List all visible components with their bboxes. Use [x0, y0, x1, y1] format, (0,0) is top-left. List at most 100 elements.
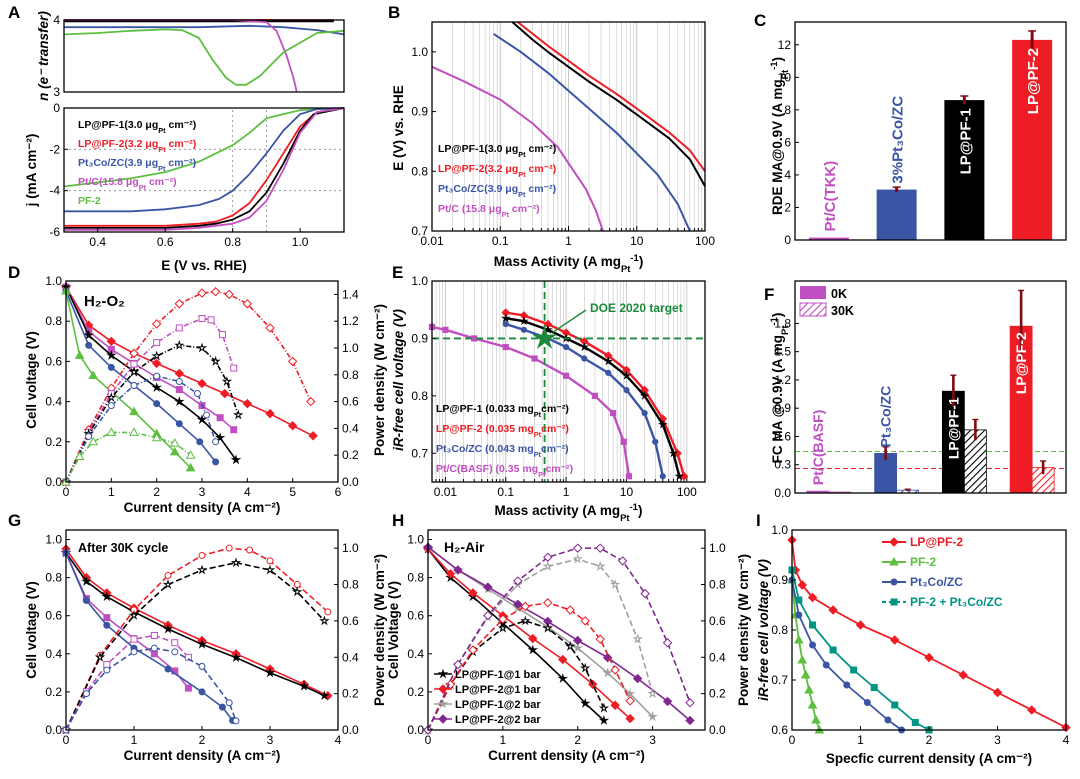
y-tick-label: 1.2	[342, 314, 359, 328]
text-part: Pt₃Co/ZC (0.043 mg	[436, 443, 534, 455]
y-tick-label: 1.8	[774, 316, 791, 330]
y-tick-label: 1.5	[774, 345, 791, 359]
data-point	[174, 368, 185, 379]
y-tick-label: 1.4	[342, 287, 359, 301]
y-tick-label: 0.8	[411, 164, 428, 178]
y-tick-label: 0.6	[342, 614, 359, 628]
data-point	[598, 702, 610, 713]
y-tick-label: 0	[53, 101, 60, 115]
text-part: cm⁻²)	[541, 403, 569, 415]
data-point	[162, 579, 174, 590]
data-point	[175, 378, 183, 385]
data-point	[164, 571, 172, 579]
x-tick-label: 2	[199, 733, 206, 747]
text-part: Pt	[158, 126, 166, 135]
data-point	[221, 376, 233, 386]
legend-swatch	[799, 302, 827, 317]
category-label: LP@PF-1	[945, 397, 961, 459]
data-point	[793, 634, 804, 644]
data-point	[850, 666, 858, 674]
data-point	[609, 409, 617, 417]
series-line	[65, 647, 237, 731]
data-point	[306, 396, 316, 407]
y-tick-label: 0.4	[342, 650, 359, 664]
data-point	[647, 711, 658, 722]
data-point	[891, 701, 899, 709]
data-point	[164, 665, 172, 673]
y-tick-label: 0.8	[411, 389, 428, 403]
data-point	[958, 670, 968, 680]
data-point	[219, 388, 230, 399]
data-point	[103, 621, 111, 629]
text-part: Pt	[518, 150, 526, 159]
text-part: -1	[769, 61, 780, 69]
data-point	[531, 355, 538, 362]
y-tick-label: 0.2	[407, 685, 424, 699]
text-part: cm⁻²)	[541, 423, 569, 435]
data-point	[130, 382, 138, 390]
data-point	[175, 324, 183, 332]
plot-frame	[63, 19, 345, 93]
data-point	[580, 616, 590, 626]
data-point	[573, 635, 583, 646]
y-tick-label: 1.2	[774, 373, 791, 387]
text-part: FC MA @0.9V (A mg	[770, 335, 785, 463]
y-tick-label: 0.8	[45, 314, 62, 328]
data-point	[171, 648, 179, 656]
data-point	[308, 431, 318, 441]
data-point	[287, 421, 298, 431]
data-point	[150, 644, 158, 652]
data-point	[639, 390, 650, 400]
data-point	[106, 427, 117, 436]
panel-b: B 0.01 0.1 1 10 100 0.7 0.8 0.9 1.0 Mass Activity …	[388, 3, 715, 275]
y-tick-label: -4	[49, 184, 60, 198]
data-point	[106, 336, 117, 347]
data-point	[88, 370, 99, 379]
data-point	[795, 596, 803, 604]
y-tick-label: 0.0	[407, 723, 424, 737]
data-point	[809, 621, 817, 629]
x-tick-label: 10	[630, 234, 644, 248]
panel-a: A 3 4 -6 -4 -2 0 0.4 0.6 0.8 1.0 E (V vs. RHE) n (e⁻…	[8, 3, 345, 273]
data-point	[668, 448, 679, 458]
text-part: Pt/C (15.8 μg	[438, 203, 502, 215]
data-point	[804, 684, 814, 694]
data-point	[829, 646, 837, 654]
legend-item: LP@PF-1@2 bar	[455, 699, 541, 711]
data-point	[889, 556, 899, 566]
data-point	[129, 406, 139, 416]
x-axis-title: Current density (A cm⁻²)	[488, 748, 645, 763]
data-point	[184, 684, 192, 692]
data-point	[565, 640, 576, 651]
y-tick-label: 0.2	[342, 687, 359, 701]
text-part: Cell Voltage (V)	[386, 581, 401, 679]
data-point	[828, 605, 838, 615]
text-part: Pt	[518, 190, 526, 199]
text-part: Pt/C(BASF) (0.35 mg	[436, 463, 538, 475]
data-point	[542, 560, 554, 571]
text-part: cm⁻²)	[166, 119, 197, 131]
data-point	[573, 543, 583, 553]
series-line	[791, 579, 903, 731]
text-part: cm⁻²)	[545, 463, 573, 475]
data-point	[128, 366, 140, 377]
series-line-bottom	[63, 107, 345, 188]
data-point	[520, 326, 528, 333]
series-line	[65, 548, 329, 697]
x-tick-label: 2	[926, 733, 933, 747]
text-part: Pt	[502, 210, 510, 219]
y-axis-title: Cell voltage (V)	[24, 581, 39, 679]
data-point	[185, 462, 196, 472]
data-point	[609, 579, 621, 590]
y-axis-title-bottom: j (mA cm⁻²)	[24, 134, 39, 208]
y-tick-label: 0.7	[411, 446, 428, 460]
data-point	[602, 667, 613, 678]
data-point	[623, 387, 630, 394]
x-tick-label: 1	[857, 733, 864, 747]
legend-item: LP@PF-1 (0.033 mgPtcm⁻²)	[436, 403, 569, 419]
bar	[876, 189, 917, 240]
category-label: Pt/C(BASF)	[810, 410, 826, 485]
data-point	[185, 450, 196, 459]
data-point	[210, 287, 221, 297]
series-line	[65, 431, 192, 483]
